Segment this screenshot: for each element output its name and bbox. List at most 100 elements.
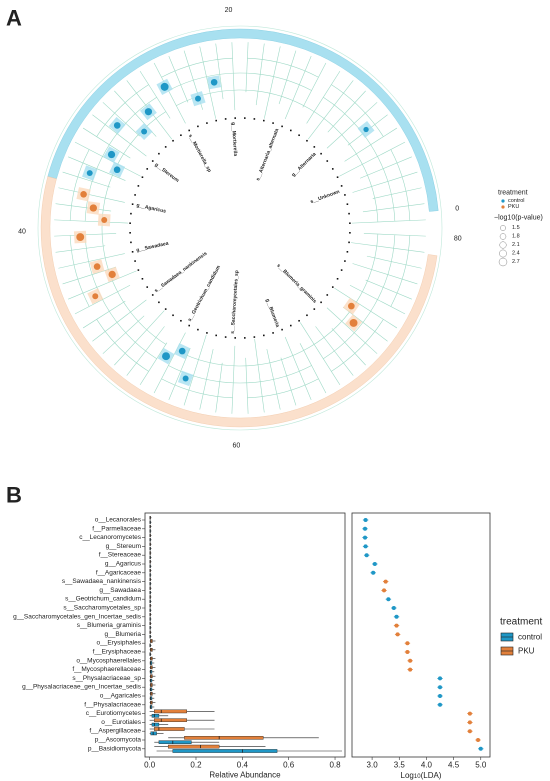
tip-node [134,260,136,262]
legend-label: 1.8 [512,234,520,240]
angle-tick-label: 0 [455,206,459,213]
tip-node [197,125,199,128]
box [154,718,187,722]
x-tick-label: 4.5 [448,761,460,770]
tree-branch [280,357,297,406]
lda-point [438,676,443,681]
tree-branch [215,362,223,413]
marker [160,82,169,91]
outer-circle [37,25,443,431]
tree-arc [101,111,167,345]
tip-node [340,269,343,271]
tip-node [234,337,237,339]
lda-point [371,570,376,575]
lda-point [408,667,413,672]
box [151,714,160,718]
y-tick-label: c__Eurotiomycetes [86,710,142,717]
marker [101,217,108,224]
tree-branch [92,114,147,157]
tree-arc [331,319,384,372]
tree-branch [199,46,217,119]
tree-branch [339,141,406,177]
tip-node [344,260,346,262]
lda-point [394,614,399,619]
tip-node [320,152,322,155]
legend-label: control [518,633,542,642]
tree-branch [168,347,191,400]
lda-point [382,588,387,593]
lda-point [363,518,368,522]
tree-branch [331,328,366,366]
tree-branch [55,203,112,212]
panel-label: B [6,483,22,508]
tree-branch [302,62,327,108]
tip-node [129,222,131,225]
y-tick-label: s__Physalacriaceae_sp [72,675,141,682]
angle-tick-label: 40 [18,228,26,235]
y-tick-label: f__Aspergillaceae [89,728,141,735]
x-tick-label: 3.0 [367,761,379,770]
tip-node [253,118,256,120]
tree-arc [323,234,396,359]
tip-label: s__Blumeria_graminis [275,263,317,305]
y-tick-label: s__Blumeria_graminis [77,622,142,629]
marker [86,170,93,177]
tree-branch [114,310,165,366]
marker [80,190,87,198]
tip-label: s__Unknown [310,189,341,205]
lda-point [364,553,369,558]
panel-label: A [6,6,22,31]
tip-label: g__Agaricus [136,202,167,214]
tip-node [146,168,149,170]
marker [178,347,186,355]
marker [113,122,121,129]
legend-label: 1.5 [512,225,520,231]
tree-branch [284,336,312,400]
tip-node [263,334,265,337]
y-tick-label: o__Eurotiales [101,719,141,726]
tip-node [180,319,182,322]
size-key [500,225,506,231]
size-key [499,241,507,249]
tip-node [336,277,339,280]
tree-branch [245,357,249,414]
x-tick-label: 5.0 [475,761,487,770]
legend-title: treatment [500,617,542,628]
tip-node [134,194,136,196]
tip-label: g__Stereum [153,162,180,184]
legend-label: 2.7 [512,259,520,265]
tip-node [137,185,140,187]
tree-arc [84,97,157,222]
plot-frame [144,512,346,758]
angle-tick-label: 80 [454,236,462,243]
tip-node [172,139,174,142]
tip-node [281,125,283,128]
tree-arc [161,378,233,399]
tip-node [331,286,334,288]
tree-branch [307,80,354,140]
tip-node [340,185,343,187]
tree-branch [153,332,186,394]
box [154,709,187,714]
tip-node [197,328,199,331]
tip-node [151,294,154,296]
tree-branch [245,42,249,93]
legend-title: treatment [498,190,528,197]
tip-node [298,319,300,322]
tip-node [215,119,217,122]
y-tick-label: g__Saccharomycetales_gen_Incertae_sedis [13,613,142,620]
tree-arc [69,149,90,221]
size-key [499,249,507,258]
tip-node [158,152,160,155]
tip-label: g__Mortierella [230,122,238,156]
tree-arc [176,234,379,367]
tree-arc [69,235,90,307]
box [151,722,160,727]
y-tick-label: c__Lecanoromycetes [79,534,142,541]
x-tick-label: 0.4 [237,761,249,770]
marker [89,204,97,212]
tip-node [272,122,274,124]
tip-node [215,334,217,337]
tip-node [320,301,322,304]
